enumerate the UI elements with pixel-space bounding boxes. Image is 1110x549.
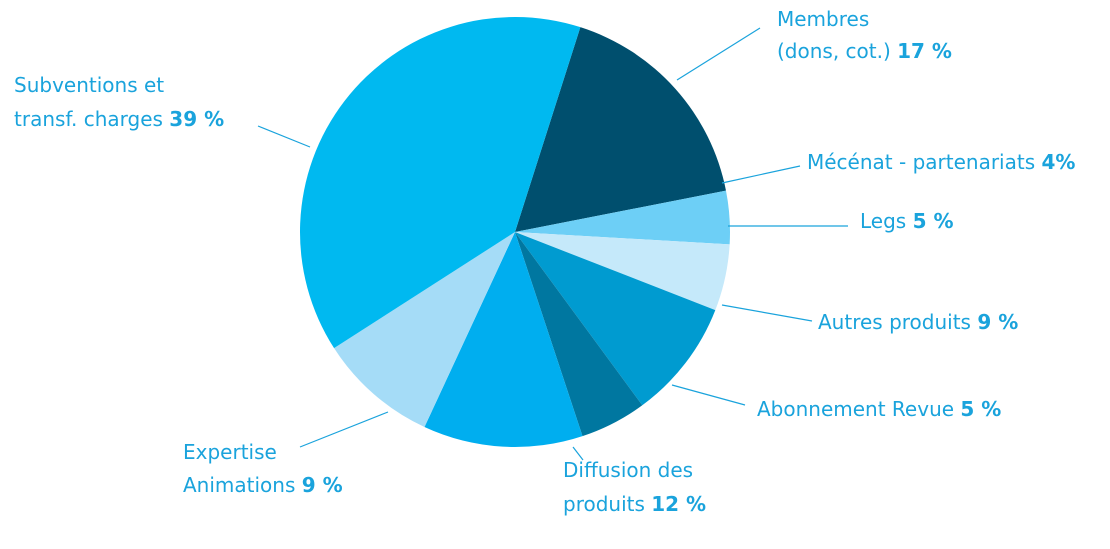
pie-slice bbox=[424, 232, 583, 447]
category-label: Mécénat - partenariats bbox=[807, 150, 1035, 174]
category-label: Autres produits bbox=[818, 310, 971, 334]
value-label: 17 % bbox=[897, 39, 952, 63]
slice-label: Membres bbox=[777, 7, 869, 31]
value-label: 5 % bbox=[960, 397, 1001, 421]
slice-label: Abonnement Revue 5 % bbox=[757, 397, 1001, 421]
pie-slice bbox=[515, 232, 730, 311]
slice-label: transf. charges 39 % bbox=[14, 107, 224, 131]
value-label: 5 % bbox=[913, 209, 954, 233]
leader-line bbox=[572, 446, 584, 461]
value-label: 12 % bbox=[651, 492, 706, 516]
category-label: Legs bbox=[860, 209, 906, 233]
category-label: (dons, cot.) bbox=[777, 39, 891, 63]
category-label: Diffusion des bbox=[563, 458, 693, 482]
slice-label: Diffusion des bbox=[563, 458, 693, 482]
slice-label: Autres produits 9 % bbox=[818, 310, 1018, 334]
leader-line bbox=[299, 411, 389, 448]
category-label: produits bbox=[563, 492, 645, 516]
slice-label: Legs 5 % bbox=[860, 209, 954, 233]
category-label: transf. charges bbox=[14, 107, 163, 131]
pie-slice bbox=[515, 232, 643, 437]
category-label: Membres bbox=[777, 7, 869, 31]
slice-label: Animations 9 % bbox=[183, 473, 343, 497]
category-label: Abonnement Revue bbox=[757, 397, 954, 421]
value-label: 4% bbox=[1041, 150, 1075, 174]
pie-slice bbox=[515, 27, 726, 233]
slice-label: Subventions et bbox=[14, 73, 164, 97]
pie-slice bbox=[515, 190, 730, 245]
pie-slice bbox=[334, 232, 515, 428]
leader-line bbox=[671, 384, 746, 406]
leader-line bbox=[676, 27, 761, 81]
leader-line bbox=[257, 125, 311, 148]
value-label: 9 % bbox=[302, 473, 343, 497]
slice-label: (dons, cot.) 17 % bbox=[777, 39, 952, 63]
category-label: Subventions et bbox=[14, 73, 164, 97]
pie-slice bbox=[515, 232, 716, 406]
category-label: Expertise bbox=[183, 440, 277, 464]
slice-label: produits 12 % bbox=[563, 492, 706, 516]
leader-line bbox=[721, 304, 813, 322]
slice-label: Mécénat - partenariats 4% bbox=[807, 150, 1075, 174]
leader-line bbox=[721, 165, 801, 184]
value-label: 39 % bbox=[169, 107, 224, 131]
slice-label: Expertise bbox=[183, 440, 277, 464]
value-label: 9 % bbox=[977, 310, 1018, 334]
pie-slice bbox=[300, 16, 581, 349]
category-label: Animations bbox=[183, 473, 295, 497]
